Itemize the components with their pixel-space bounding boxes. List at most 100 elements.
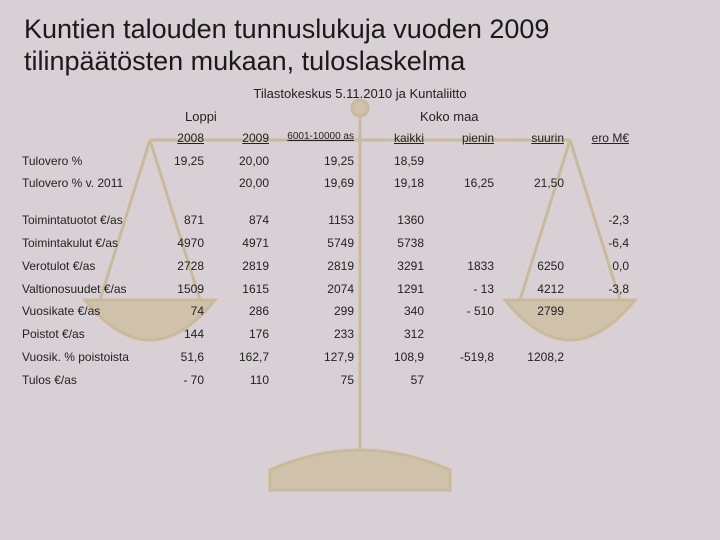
cell: 19,25 (155, 150, 210, 173)
cell: 1615 (210, 278, 275, 301)
data-table: Loppi Koko maa 2008 2009 6001-10000 as k… (20, 109, 710, 392)
cell: 2074 (275, 278, 360, 301)
cell (430, 323, 500, 346)
cell: 19,18 (360, 172, 430, 195)
cell (155, 172, 210, 195)
table-row: Valtionosuudet €/as1509161520741291- 134… (20, 278, 710, 301)
cell (570, 300, 635, 323)
cell (570, 323, 635, 346)
row-label: Poistot €/as (20, 323, 155, 346)
table-row: Tulos €/as- 701107557 (20, 369, 710, 392)
cell: 5738 (360, 232, 430, 255)
cell: 75 (275, 369, 360, 392)
cell (500, 150, 570, 173)
cell: 312 (360, 323, 430, 346)
cell (430, 369, 500, 392)
cell: 1509 (155, 278, 210, 301)
cell: - 510 (430, 300, 500, 323)
cell: -6,4 (570, 232, 635, 255)
cell: 144 (155, 323, 210, 346)
table-body: Tulovero %19,2520,0019,2518,59Tulovero %… (20, 150, 710, 392)
cell: 1153 (275, 209, 360, 232)
table-row: Verotulot €/as2728281928193291183362500,… (20, 255, 710, 278)
cell: 4971 (210, 232, 275, 255)
col-header (20, 127, 155, 150)
cell: 18,59 (360, 150, 430, 173)
cell (430, 150, 500, 173)
cell (570, 346, 635, 369)
super-header-right: Koko maa (420, 109, 479, 124)
cell: 2819 (210, 255, 275, 278)
cell: - 70 (155, 369, 210, 392)
cell: 2819 (275, 255, 360, 278)
cell: 110 (210, 369, 275, 392)
cell (500, 209, 570, 232)
table-row: Toimintatuotot €/as87187411531360-2,3 (20, 209, 710, 232)
cell: 20,00 (210, 172, 275, 195)
cell: 1291 (360, 278, 430, 301)
cell: -2,3 (570, 209, 635, 232)
row-label: Toimintakulut €/as (20, 232, 155, 255)
cell: 0,0 (570, 255, 635, 278)
table-row: Vuosik. % poistoista51,6162,7127,9108,9-… (20, 346, 710, 369)
table-header-row: 2008 2009 6001-10000 as kaikki pienin su… (20, 127, 710, 150)
cell (430, 232, 500, 255)
cell: 74 (155, 300, 210, 323)
cell: 1360 (360, 209, 430, 232)
cell: 51,6 (155, 346, 210, 369)
cell (500, 232, 570, 255)
cell: 21,50 (500, 172, 570, 195)
col-header: 2008 (155, 127, 210, 150)
cell (570, 150, 635, 173)
table-row: Tulovero % v. 2011 20,0019,6919,1816,2521… (20, 172, 710, 195)
super-header-row: Loppi Koko maa (20, 109, 710, 127)
cell: 3291 (360, 255, 430, 278)
row-label: Tulos €/as (20, 369, 155, 392)
cell: 233 (275, 323, 360, 346)
slide: Kuntien talouden tunnuslukuja vuoden 200… (0, 0, 720, 540)
row-label: Tulovero % v. 2011 (20, 172, 155, 195)
col-header: 2009 (210, 127, 275, 150)
slide-title: Kuntien talouden tunnuslukuja vuoden 200… (0, 0, 720, 84)
cell (570, 369, 635, 392)
col-header: kaikki (360, 127, 430, 150)
col-header: 6001-10000 as (275, 127, 360, 150)
cell: 16,25 (430, 172, 500, 195)
table-row: Vuosikate €/as74286299340- 5102799 (20, 300, 710, 323)
col-header: ero M€ (570, 127, 635, 150)
content-container: Kuntien talouden tunnuslukuja vuoden 200… (0, 0, 720, 391)
cell: -519,8 (430, 346, 500, 369)
row-label: Vuosik. % poistoista (20, 346, 155, 369)
cell: 286 (210, 300, 275, 323)
col-header: suurin (500, 127, 570, 150)
cell: 5749 (275, 232, 360, 255)
cell: 4970 (155, 232, 210, 255)
row-label: Vuosikate €/as (20, 300, 155, 323)
cell: 340 (360, 300, 430, 323)
cell: 19,69 (275, 172, 360, 195)
row-label: Verotulot €/as (20, 255, 155, 278)
table-row: Poistot €/as144176233312 (20, 323, 710, 346)
cell: 4212 (500, 278, 570, 301)
cell: 20,00 (210, 150, 275, 173)
cell: 6250 (500, 255, 570, 278)
cell (500, 323, 570, 346)
cell (430, 209, 500, 232)
slide-subtitle: Tilastokeskus 5.11.2010 ja Kuntaliitto (0, 86, 720, 101)
cell (500, 369, 570, 392)
cell: 1833 (430, 255, 500, 278)
cell: 108,9 (360, 346, 430, 369)
cell: 874 (210, 209, 275, 232)
cell: 2799 (500, 300, 570, 323)
section-spacer (20, 195, 710, 209)
row-label: Toimintatuotot €/as (20, 209, 155, 232)
cell: 57 (360, 369, 430, 392)
row-label: Tulovero % (20, 150, 155, 173)
cell: 299 (275, 300, 360, 323)
super-header-left: Loppi (185, 109, 217, 124)
cell: 176 (210, 323, 275, 346)
row-label: Valtionosuudet €/as (20, 278, 155, 301)
cell: - 13 (430, 278, 500, 301)
table-row: Tulovero %19,2520,0019,2518,59 (20, 150, 710, 173)
cell (570, 172, 635, 195)
